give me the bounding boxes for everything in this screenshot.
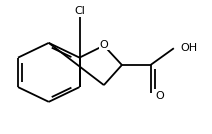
Text: O: O [156, 91, 165, 101]
Text: O: O [99, 40, 108, 50]
Text: OH: OH [180, 43, 197, 53]
Text: Cl: Cl [74, 6, 85, 16]
